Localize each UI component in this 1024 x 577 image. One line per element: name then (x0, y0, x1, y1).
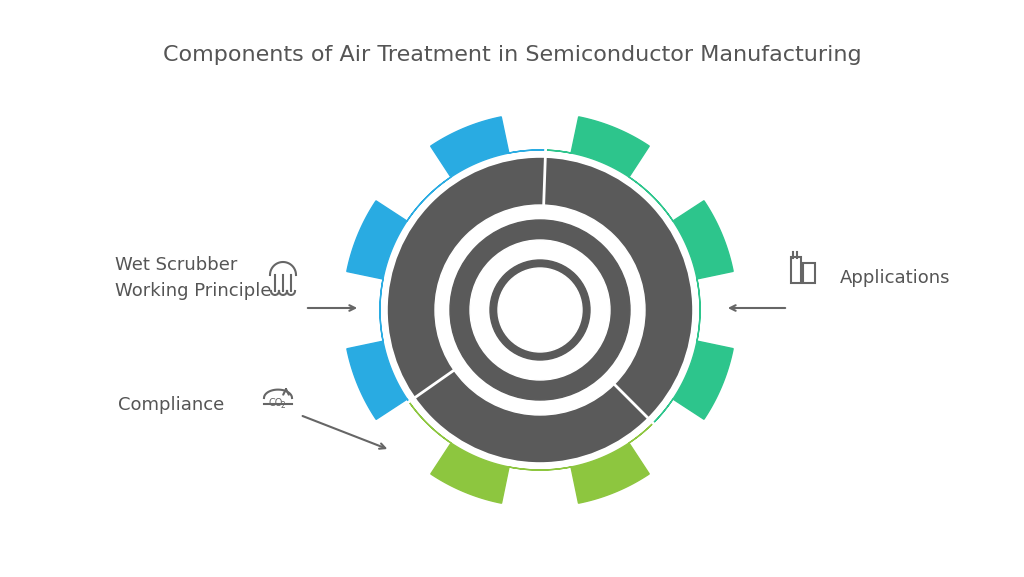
Text: CO: CO (269, 398, 284, 408)
Bar (803, 263, 815, 283)
Circle shape (490, 260, 590, 360)
Text: 2: 2 (281, 400, 286, 410)
Text: Applications: Applications (840, 269, 950, 287)
Text: Wet Scrubber
Working Principle: Wet Scrubber Working Principle (115, 257, 271, 299)
Circle shape (450, 220, 630, 400)
Text: Components of Air Treatment in Semiconductor Manufacturing: Components of Air Treatment in Semicondu… (163, 45, 861, 65)
Polygon shape (409, 402, 653, 503)
Polygon shape (347, 117, 546, 419)
Circle shape (385, 155, 695, 465)
Circle shape (435, 205, 645, 415)
Polygon shape (546, 117, 733, 423)
Bar (791, 257, 801, 283)
Circle shape (470, 240, 610, 380)
Circle shape (498, 268, 582, 352)
Text: Compliance: Compliance (118, 396, 224, 414)
